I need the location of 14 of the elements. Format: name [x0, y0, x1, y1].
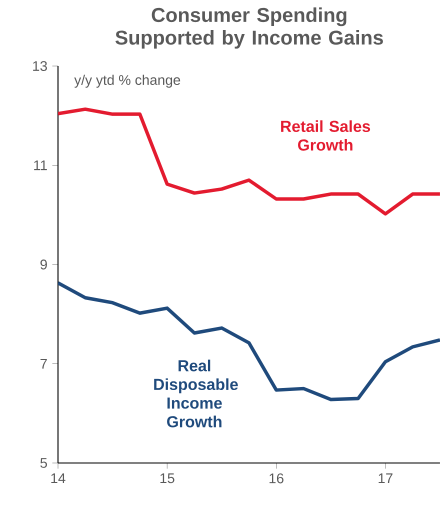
- y-tick-label: 13: [33, 61, 47, 71]
- x-tick-label: 17: [378, 473, 392, 484]
- line-series: [58, 107, 440, 216]
- y-axis-title: y/y ytd % change: [74, 74, 180, 88]
- y-tick-label: 5: [40, 458, 48, 468]
- y-tick-label: 9: [40, 260, 47, 270]
- series-label: Real Disposable Income Growth: [154, 360, 238, 428]
- x-tick-label: 15: [160, 473, 174, 484]
- text: Retail Sales Growth: [281, 120, 370, 151]
- y-tick-label: 11: [34, 160, 47, 170]
- y-tick-label: 7: [40, 358, 47, 369]
- x-tick-label: 16: [270, 473, 284, 484]
- x-tick-label: 14: [51, 473, 66, 484]
- chart-title: Consumer Spending Supported by Income Gains: [115, 7, 383, 49]
